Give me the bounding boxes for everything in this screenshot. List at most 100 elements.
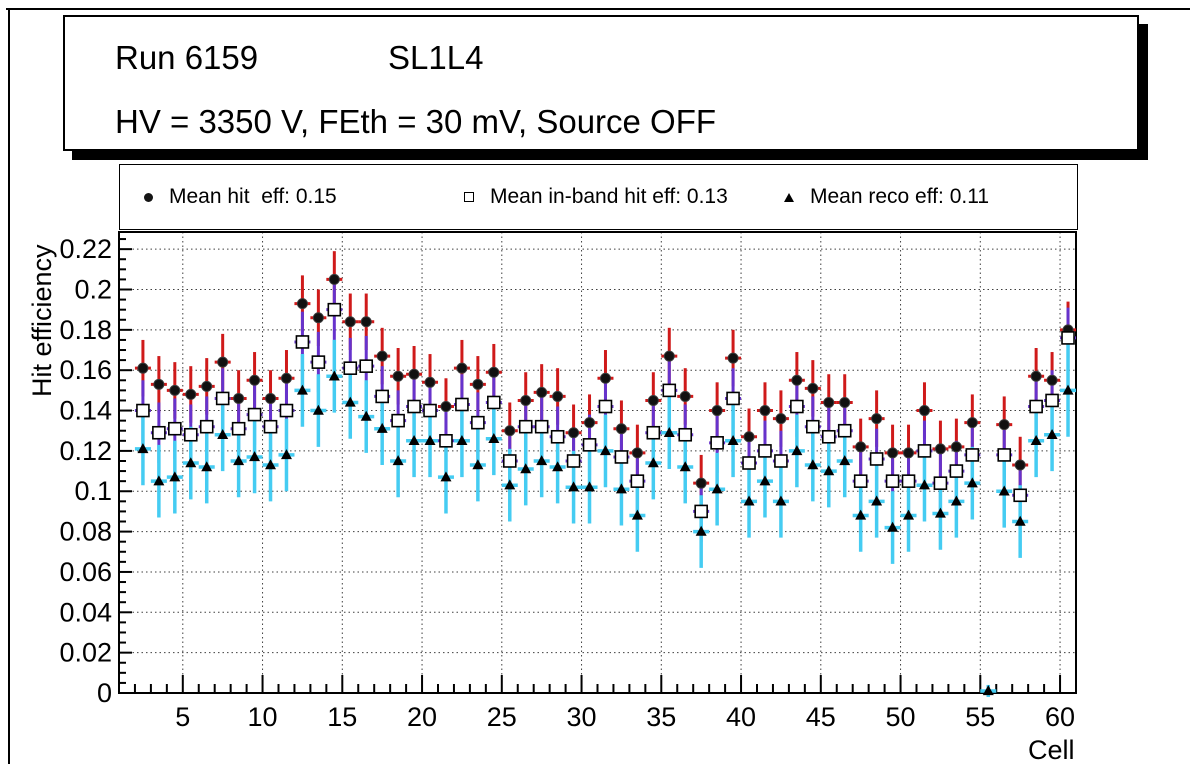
data-point-marker bbox=[631, 447, 643, 459]
data-point-marker bbox=[344, 396, 356, 407]
data-point-marker bbox=[153, 475, 165, 486]
data-point-marker bbox=[201, 461, 213, 472]
data-point-marker bbox=[550, 429, 565, 444]
data-point-marker bbox=[727, 352, 739, 364]
data-point-marker bbox=[775, 413, 787, 425]
data-point-marker bbox=[423, 403, 437, 418]
data-point-marker bbox=[456, 362, 468, 374]
data-point-marker bbox=[296, 384, 308, 395]
svg-text:15: 15 bbox=[327, 702, 357, 732]
data-point-marker bbox=[869, 452, 884, 466]
svg-text:5: 5 bbox=[175, 702, 190, 732]
data-point-marker bbox=[534, 419, 549, 434]
data-point-marker bbox=[520, 394, 532, 406]
data-point-marker bbox=[183, 427, 198, 442]
data-point-marker bbox=[249, 374, 261, 386]
data-point-marker bbox=[215, 391, 230, 406]
data-point-marker bbox=[568, 481, 580, 492]
svg-text:40: 40 bbox=[726, 702, 756, 732]
svg-text:0.22: 0.22 bbox=[59, 234, 112, 264]
data-point-marker bbox=[823, 396, 835, 408]
legend-label: Mean reco eff: 0.11 bbox=[810, 185, 990, 208]
data-point-marker bbox=[901, 474, 916, 488]
data-point-marker bbox=[966, 417, 978, 429]
data-point-marker bbox=[265, 392, 277, 404]
data-point-marker bbox=[376, 350, 388, 362]
data-point-marker bbox=[679, 461, 691, 472]
svg-text:30: 30 bbox=[567, 702, 597, 732]
data-point-marker bbox=[1013, 488, 1027, 503]
data-point-marker bbox=[918, 479, 930, 490]
data-point-marker bbox=[710, 436, 724, 450]
legend: Mean hit eff: 0.15 Mean in-band hit eff:… bbox=[119, 164, 1078, 230]
data-point-marker bbox=[137, 443, 149, 454]
data-point-marker bbox=[759, 405, 771, 417]
data-point-marker bbox=[934, 443, 946, 455]
data-point-marker bbox=[359, 359, 374, 373]
data-point-marker bbox=[791, 445, 803, 456]
data-point-marker bbox=[584, 417, 596, 429]
data-point-marker bbox=[759, 475, 771, 486]
data-point-marker bbox=[774, 454, 788, 468]
data-point-marker bbox=[1045, 393, 1059, 408]
data-point-marker bbox=[247, 407, 262, 422]
data-point-marker bbox=[279, 403, 294, 418]
data-point-marker bbox=[647, 394, 659, 406]
data-point-marker bbox=[168, 421, 182, 436]
data-point-marker bbox=[1046, 374, 1058, 386]
data-point-marker bbox=[839, 396, 851, 408]
data-point-marker bbox=[711, 405, 723, 417]
data-point-marker bbox=[871, 413, 883, 425]
data-point-marker bbox=[392, 455, 404, 466]
data-point-marker bbox=[201, 380, 213, 392]
data-point-marker bbox=[1062, 384, 1074, 395]
data-point-marker bbox=[518, 419, 533, 434]
x-tick-labels: 5 10 15 20 25 30 35 40 45 50 55 60 bbox=[175, 702, 1075, 732]
data-point-marker bbox=[855, 509, 867, 520]
data-point-marker bbox=[807, 382, 819, 394]
data-point-marker bbox=[582, 438, 597, 452]
svg-text:35: 35 bbox=[646, 702, 676, 732]
data-point-marker bbox=[408, 368, 420, 380]
x-axis-title: Cell bbox=[1028, 735, 1075, 765]
svg-text:20: 20 bbox=[407, 702, 437, 732]
data-point-marker bbox=[711, 483, 723, 494]
data-point-marker bbox=[743, 495, 755, 506]
y-tick-labels: 0 0.02 0.04 0.06 0.08 0.1 0.12 0.14 0.16 0.18 0.2 0… bbox=[59, 234, 112, 708]
data-point-marker bbox=[599, 445, 611, 456]
svg-text:45: 45 bbox=[806, 702, 836, 732]
data-point-marker bbox=[758, 444, 772, 458]
data-point-marker bbox=[1046, 428, 1058, 439]
data-point-marker bbox=[488, 432, 500, 443]
data-point-marker bbox=[950, 441, 962, 453]
data-point-marker bbox=[136, 403, 150, 418]
data-point-marker bbox=[440, 471, 452, 482]
data-point-marker bbox=[536, 386, 548, 398]
run-label: Run 6159 bbox=[115, 39, 259, 76]
data-point-marker bbox=[743, 431, 755, 443]
data-point-marker bbox=[312, 404, 324, 415]
data-point-marker bbox=[504, 479, 516, 490]
data-point-marker bbox=[726, 391, 740, 406]
data-point-marker bbox=[903, 447, 915, 459]
data-point-marker bbox=[502, 454, 517, 468]
data-point-marker bbox=[137, 362, 149, 374]
legend-entry-mean-inband-hit-eff: Mean in-band hit eff: 0.13 bbox=[464, 165, 728, 229]
svg-text:0.06: 0.06 bbox=[59, 557, 112, 587]
data-point-marker bbox=[982, 685, 994, 696]
data-point-marker bbox=[663, 350, 675, 362]
data-point-marker bbox=[742, 456, 756, 470]
data-point-marker bbox=[231, 421, 246, 436]
data-point-marker bbox=[344, 316, 356, 328]
data-point-marker bbox=[837, 423, 852, 438]
open-square-icon bbox=[464, 192, 474, 202]
data-point-marker bbox=[328, 370, 340, 381]
data-point-marker bbox=[998, 485, 1010, 496]
data-point-marker bbox=[678, 427, 693, 442]
svg-text:25: 25 bbox=[487, 702, 517, 732]
data-point-marker bbox=[823, 465, 835, 476]
data-point-marker bbox=[185, 388, 197, 400]
data-point-marker bbox=[280, 372, 292, 384]
title-line-2: HV = 3350 V, FEth = 30 mV, Source OFF bbox=[115, 103, 717, 140]
